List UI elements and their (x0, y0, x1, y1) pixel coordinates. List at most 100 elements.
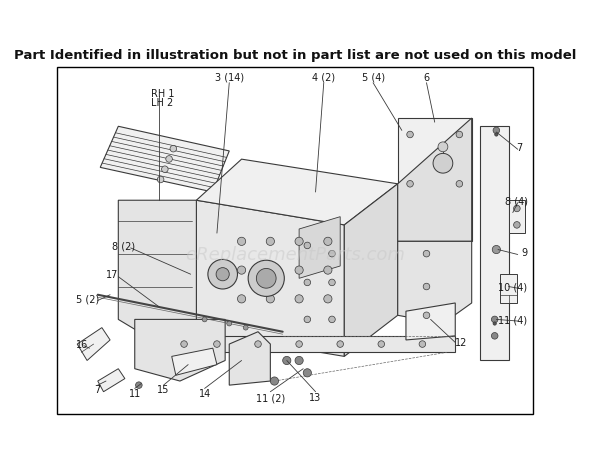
Polygon shape (398, 119, 471, 242)
Circle shape (237, 295, 245, 303)
Polygon shape (230, 332, 270, 385)
Circle shape (423, 251, 430, 257)
Text: 7: 7 (516, 142, 523, 152)
Circle shape (419, 341, 425, 347)
Polygon shape (480, 127, 509, 361)
Circle shape (270, 377, 278, 385)
Polygon shape (100, 127, 230, 193)
Text: 7: 7 (94, 385, 101, 394)
Polygon shape (299, 217, 340, 279)
Circle shape (202, 317, 207, 322)
Polygon shape (398, 242, 471, 324)
Text: Part Identified in illustration but not in part list are not used on this model: Part Identified in illustration but not … (14, 49, 576, 62)
Circle shape (170, 146, 176, 153)
Circle shape (514, 206, 520, 212)
Circle shape (303, 369, 312, 377)
Circle shape (329, 316, 335, 323)
Circle shape (295, 295, 303, 303)
Text: eReplacementParts.com: eReplacementParts.com (185, 245, 405, 263)
Text: 11 (4): 11 (4) (499, 315, 527, 325)
Text: 10 (4): 10 (4) (499, 282, 527, 292)
Circle shape (433, 154, 453, 174)
Circle shape (329, 251, 335, 257)
Polygon shape (196, 160, 398, 225)
Circle shape (227, 321, 232, 326)
Circle shape (136, 382, 142, 389)
Circle shape (216, 268, 230, 281)
Text: 16: 16 (76, 339, 88, 349)
Polygon shape (345, 185, 398, 357)
Circle shape (438, 143, 448, 152)
Polygon shape (398, 119, 471, 242)
Text: 17: 17 (106, 269, 119, 280)
Circle shape (166, 157, 172, 163)
Circle shape (214, 341, 220, 347)
Circle shape (493, 128, 500, 134)
Text: 11 (2): 11 (2) (255, 392, 285, 403)
Text: 6: 6 (424, 73, 430, 83)
Circle shape (324, 295, 332, 303)
Circle shape (296, 341, 303, 347)
Text: 14: 14 (198, 388, 211, 398)
Polygon shape (406, 303, 455, 340)
Text: 4 (2): 4 (2) (312, 73, 335, 83)
Polygon shape (135, 320, 225, 381)
Circle shape (456, 181, 463, 188)
Circle shape (158, 177, 164, 184)
Circle shape (304, 316, 310, 323)
Circle shape (243, 325, 248, 330)
Text: 5 (2): 5 (2) (76, 294, 99, 304)
Circle shape (295, 238, 303, 246)
Circle shape (514, 222, 520, 229)
Circle shape (237, 266, 245, 274)
Circle shape (329, 280, 335, 286)
Circle shape (266, 266, 274, 274)
Circle shape (181, 341, 188, 347)
Polygon shape (172, 348, 217, 375)
Circle shape (266, 238, 274, 246)
Circle shape (378, 341, 385, 347)
Circle shape (266, 295, 274, 303)
Circle shape (491, 316, 498, 323)
Circle shape (324, 266, 332, 274)
Circle shape (337, 341, 343, 347)
Text: 8 (4): 8 (4) (504, 196, 527, 206)
Circle shape (283, 357, 291, 365)
Text: 9: 9 (522, 247, 527, 257)
Circle shape (492, 246, 500, 254)
Text: 11: 11 (129, 388, 141, 398)
Text: LH 2: LH 2 (151, 97, 173, 107)
Polygon shape (119, 201, 196, 344)
Polygon shape (77, 328, 110, 361)
Polygon shape (500, 274, 517, 303)
Circle shape (494, 134, 498, 137)
Text: RH 1: RH 1 (151, 89, 175, 99)
Circle shape (237, 238, 245, 246)
Circle shape (493, 322, 496, 325)
Circle shape (304, 243, 310, 249)
Circle shape (295, 266, 303, 274)
Circle shape (423, 312, 430, 319)
Circle shape (407, 132, 414, 139)
Polygon shape (98, 369, 125, 392)
Circle shape (491, 333, 498, 339)
Circle shape (407, 181, 414, 188)
Text: 5 (4): 5 (4) (362, 73, 385, 83)
Text: 3 (14): 3 (14) (215, 73, 244, 83)
Circle shape (162, 167, 168, 173)
Circle shape (257, 269, 276, 289)
Circle shape (255, 341, 261, 347)
Circle shape (208, 260, 237, 289)
Circle shape (423, 284, 430, 290)
Text: 8 (2): 8 (2) (112, 241, 135, 251)
Polygon shape (196, 201, 345, 357)
Circle shape (248, 261, 284, 297)
Circle shape (456, 132, 463, 139)
Circle shape (324, 238, 332, 246)
Polygon shape (509, 201, 525, 234)
Circle shape (295, 357, 303, 365)
Text: 12: 12 (455, 338, 468, 347)
Text: 13: 13 (309, 392, 322, 403)
Circle shape (304, 280, 310, 286)
Polygon shape (159, 336, 455, 353)
